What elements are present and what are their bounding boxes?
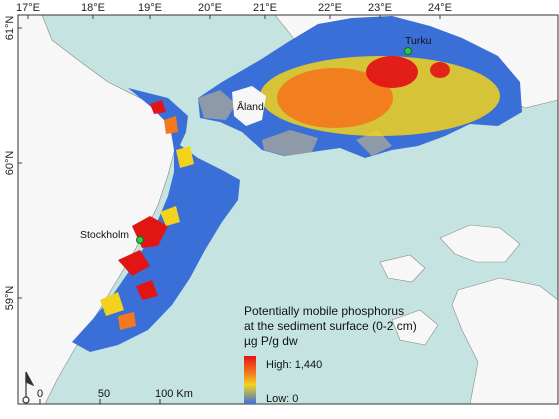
scale-tick-100: 100 Km bbox=[155, 388, 193, 400]
finland-high-values bbox=[366, 56, 418, 88]
lat-label-61: 61°N bbox=[4, 16, 16, 41]
lon-label-21: 21°E bbox=[253, 2, 277, 14]
lon-label-22: 22°E bbox=[318, 2, 342, 14]
legend-high-label: High: 1,440 bbox=[266, 359, 322, 371]
turku-label: Turku bbox=[405, 35, 432, 47]
scale-tick-50: 50 bbox=[98, 388, 110, 400]
legend-gradient bbox=[244, 356, 256, 404]
legend-title-line1: Potentially mobile phosphorus bbox=[244, 304, 404, 318]
legend-low-label: Low: 0 bbox=[266, 393, 298, 405]
lon-label-23: 23°E bbox=[368, 2, 392, 14]
scale-tick-0: 0 bbox=[37, 388, 43, 400]
stockholm-label: Stockholm bbox=[80, 229, 129, 241]
legend-title-line2: at the sediment surface (0-2 cm) bbox=[244, 319, 417, 333]
stockholm-marker bbox=[137, 237, 144, 244]
lon-label-24: 24°E bbox=[428, 2, 452, 14]
lon-label-19: 19°E bbox=[138, 2, 162, 14]
lon-label-20: 20°E bbox=[198, 2, 222, 14]
lat-label-60: 60°N bbox=[4, 151, 16, 176]
turku-marker bbox=[405, 48, 412, 55]
lon-label-17: 17°E bbox=[16, 2, 40, 14]
legend-unit: µg P/g dw bbox=[244, 334, 298, 348]
lon-label-18: 18°E bbox=[81, 2, 105, 14]
finland-high-values-2 bbox=[430, 62, 450, 78]
aland-label: Åland bbox=[237, 100, 264, 113]
lat-label-59: 59°N bbox=[4, 286, 16, 311]
